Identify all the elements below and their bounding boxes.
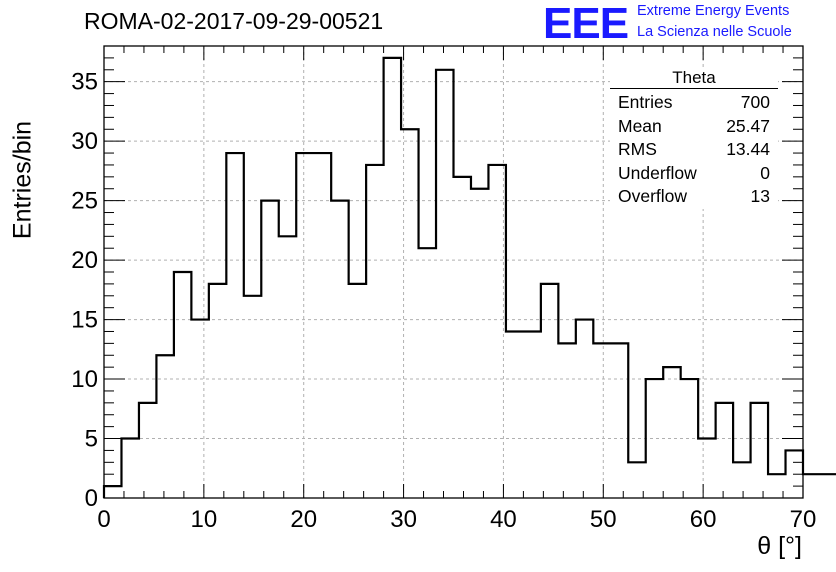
x-tick-label: 0: [97, 506, 110, 533]
histogram-bin: [226, 153, 243, 498]
stats-value: 0: [760, 162, 770, 183]
histogram-outline: [102, 56, 836, 498]
x-axis-label: θ [°]: [757, 532, 802, 560]
y-axis-label-wrap: Entries/bin: [8, 110, 38, 250]
histogram-bin: [593, 343, 610, 498]
x-tick-label: 50: [590, 506, 617, 533]
histogram-bin: [681, 379, 698, 498]
eee-logo: EEE: [543, 0, 629, 48]
histogram-bin: [576, 320, 593, 498]
x-tick-label: 40: [490, 506, 517, 533]
histogram-bin: [716, 403, 733, 498]
histogram-bin: [419, 248, 436, 498]
y-tick-label: 15: [71, 307, 98, 334]
y-axis-label: Entries/bin: [8, 120, 37, 240]
stats-row-entries: Entries 700: [610, 91, 778, 115]
histogram-bin: [506, 331, 523, 498]
chart-title: ROMA-02-2017-09-29-00521: [84, 8, 384, 34]
y-tick-label: 35: [71, 69, 98, 96]
histogram-bin: [261, 201, 278, 498]
stats-label: Underflow: [618, 162, 697, 183]
y-tick-label: 0: [85, 485, 98, 512]
stats-title: Theta: [610, 68, 778, 89]
histogram-bin: [174, 272, 191, 498]
histogram-bin: [523, 331, 540, 498]
logo-tagline-1: Extreme Energy Events: [637, 3, 790, 19]
histogram-bin: [139, 403, 156, 498]
histogram-bin: [646, 379, 663, 498]
x-tick-label: 70: [790, 506, 817, 533]
histogram-bin: [279, 236, 296, 498]
histogram-bin: [366, 165, 383, 498]
x-tick-label: 30: [390, 506, 417, 533]
histogram-bin: [209, 284, 226, 498]
y-tick-label: 30: [71, 128, 98, 155]
stats-row-rms: RMS 13.44: [610, 138, 778, 162]
histogram-bin: [296, 153, 313, 498]
histogram-bars: [102, 56, 836, 498]
axis-ticks: [103, 45, 804, 499]
histogram-bin: [331, 201, 348, 498]
stats-row-underflow: Underflow 0: [610, 162, 778, 186]
stats-label: Entries: [618, 92, 673, 112]
stats-row-mean: Mean 25.47: [610, 115, 778, 139]
stats-label: Overflow: [618, 186, 688, 206]
histogram-bin: [751, 403, 768, 498]
histogram-bin: [384, 58, 401, 498]
histogram-bin: [436, 70, 453, 498]
stats-value: 700: [740, 92, 770, 112]
stats-label: Mean: [618, 115, 662, 136]
logo-tagline-2: La Scienza nelle Scuole: [637, 24, 792, 40]
y-tick-label: 10: [71, 366, 98, 393]
histogram-bin: [733, 462, 750, 498]
histogram-bin: [191, 320, 208, 498]
stats-value: 25.47: [726, 115, 770, 136]
histogram-bin: [488, 165, 505, 498]
stats-value: 13.44: [726, 139, 770, 159]
y-tick-label: 5: [85, 426, 98, 453]
histogram-bin: [803, 474, 820, 498]
stats-row-overflow: Overflow 13: [610, 185, 778, 209]
stats-box: Theta Entries 700 Mean 25.47 RMS 13.44 U…: [610, 68, 778, 209]
y-tick-label: 25: [71, 188, 98, 215]
stats-value: 13: [750, 186, 770, 206]
histogram-bin: [663, 367, 680, 498]
histogram-bin: [244, 296, 261, 498]
histogram-bin: [454, 177, 471, 498]
histogram-bin: [558, 343, 575, 498]
stats-label: RMS: [618, 139, 657, 159]
histogram-bin: [121, 439, 138, 498]
histogram-bin: [820, 474, 836, 498]
histogram-bin: [349, 284, 366, 498]
x-tick-label: 20: [290, 506, 317, 533]
histogram-bin: [104, 486, 121, 498]
y-tick-label: 20: [71, 247, 98, 274]
histogram-bin: [401, 129, 418, 498]
histogram-bin: [541, 284, 558, 498]
x-tick-label: 10: [191, 506, 218, 533]
histogram-bin: [156, 355, 173, 498]
histogram-bin: [314, 153, 331, 498]
histogram-bin: [611, 343, 628, 498]
histogram-bin: [471, 189, 488, 498]
x-tick-label: 60: [690, 506, 717, 533]
histogram-bin: [698, 439, 715, 498]
